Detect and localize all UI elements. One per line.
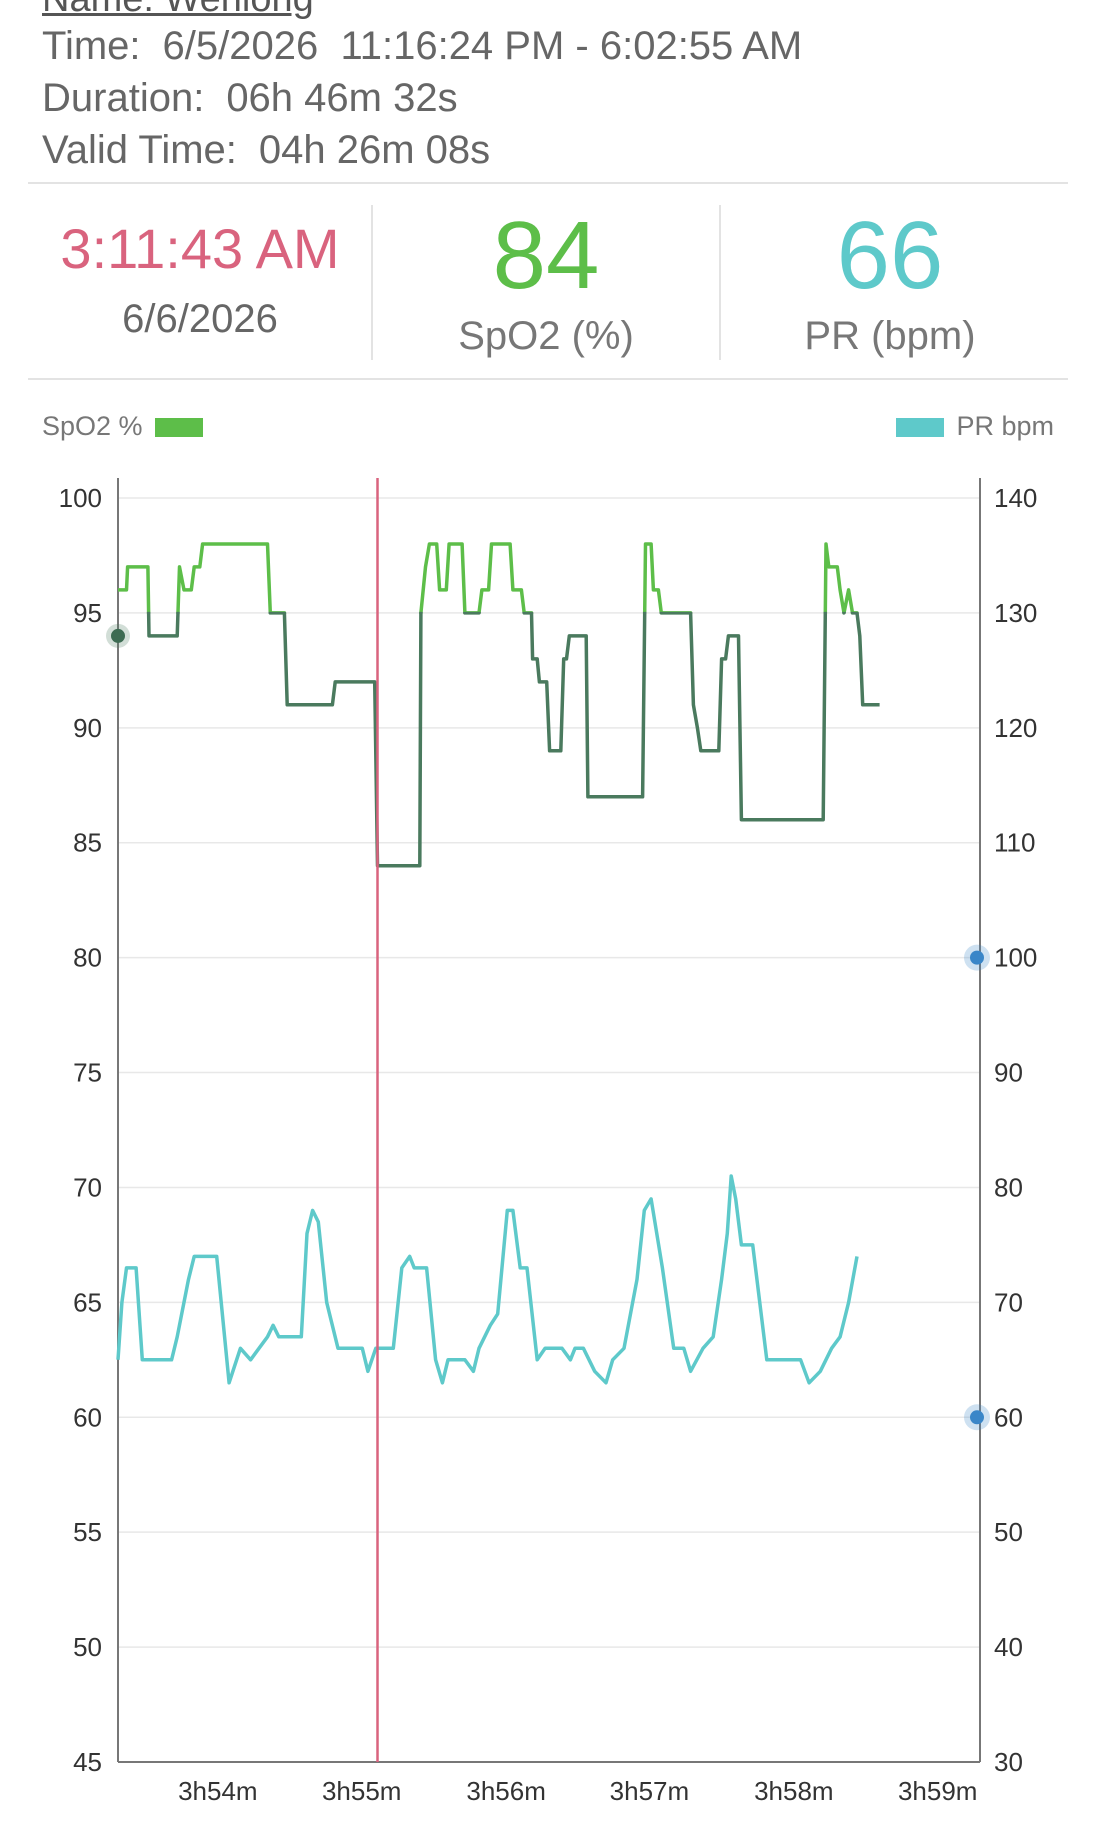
legend-spo2: SpO2 % bbox=[42, 411, 203, 442]
duration-value: 06h 46m 32s bbox=[226, 76, 458, 120]
pr-label: PR (bpm) bbox=[804, 314, 976, 358]
right-tick-label: 130 bbox=[994, 598, 1037, 628]
spo2-series-line bbox=[118, 542, 859, 614]
time-value: 6/5/2026 11:16:24 PM - 6:02:55 AM bbox=[162, 24, 803, 68]
session-valid-time: Valid Time: 04h 26m 08s bbox=[42, 128, 490, 173]
right-tick-label: 90 bbox=[994, 1058, 1023, 1088]
right-tick-label: 80 bbox=[994, 1172, 1023, 1202]
duration-label: Duration: bbox=[42, 76, 205, 120]
right-tick-label: 100 bbox=[994, 943, 1037, 973]
pr-series-line bbox=[116, 1174, 859, 1385]
legend-pr: PR bpm bbox=[896, 411, 1054, 442]
left-tick-label: 70 bbox=[73, 1172, 102, 1202]
spo2-start-marker bbox=[111, 628, 125, 643]
legend-spo2-label: SpO2 % bbox=[42, 411, 143, 441]
spo2-pr-chart[interactable]: 100 95 90 85 80 75 70 65 60 55 50 45 140 130 120 110 10… bbox=[0, 460, 1096, 1823]
chart-grid bbox=[118, 497, 980, 1763]
left-tick-label: 100 bbox=[59, 483, 102, 513]
legend-pr-label: PR bpm bbox=[956, 411, 1054, 441]
spo2-value: 84 bbox=[492, 202, 600, 309]
header-divider bbox=[28, 182, 1068, 184]
chart-markers bbox=[106, 623, 990, 1431]
right-tick-label: 60 bbox=[994, 1402, 1023, 1432]
x-tick-label: 3h55m bbox=[322, 1776, 402, 1806]
x-tick-label: 3h54m bbox=[178, 1776, 258, 1806]
readout-divider-1 bbox=[371, 205, 373, 360]
pr-threshold-marker bbox=[970, 950, 984, 965]
left-tick-label: 55 bbox=[73, 1517, 102, 1547]
pr-value: 66 bbox=[836, 202, 944, 309]
right-axis-ticks: 140 130 120 110 100 90 80 70 60 50 40 30 bbox=[994, 483, 1037, 1777]
session-duration: Duration: 06h 46m 32s bbox=[42, 76, 458, 121]
spo2-label: SpO2 (%) bbox=[458, 314, 634, 358]
left-tick-label: 60 bbox=[73, 1402, 102, 1432]
left-tick-label: 85 bbox=[73, 828, 102, 858]
patient-name: Name: Wenlong bbox=[42, 0, 314, 21]
time-label: Time: bbox=[42, 24, 141, 68]
pr-threshold-marker bbox=[970, 1410, 984, 1425]
right-tick-label: 50 bbox=[994, 1517, 1023, 1547]
valid-time-label: Valid Time: bbox=[42, 128, 237, 172]
left-tick-label: 65 bbox=[73, 1287, 102, 1317]
valid-time-value: 04h 26m 08s bbox=[258, 128, 491, 172]
cursor-date: 6/6/2026 bbox=[122, 297, 278, 341]
x-axis-ticks: 3h54m 3h55m 3h56m 3h57m 3h58m 3h59m bbox=[178, 1776, 977, 1806]
x-tick-label: 3h59m bbox=[898, 1776, 978, 1806]
right-tick-label: 40 bbox=[994, 1632, 1023, 1662]
left-tick-label: 80 bbox=[73, 943, 102, 973]
spo2-series-line-low bbox=[146, 611, 880, 868]
left-tick-label: 50 bbox=[73, 1632, 102, 1662]
readout-divider bbox=[28, 378, 1068, 380]
cursor-time: 3:11:43 AM bbox=[60, 217, 340, 280]
left-axis-ticks: 100 95 90 85 80 75 70 65 60 55 50 45 bbox=[59, 483, 102, 1777]
right-tick-label: 70 bbox=[994, 1287, 1023, 1317]
left-tick-label: 75 bbox=[73, 1058, 102, 1088]
legend-spo2-swatch bbox=[154, 418, 203, 438]
left-tick-label: 90 bbox=[73, 713, 102, 743]
right-tick-label: 120 bbox=[994, 713, 1037, 743]
session-time: Time: 6/5/2026 11:16:24 PM - 6:02:55 AM bbox=[42, 24, 802, 69]
right-tick-label: 110 bbox=[994, 828, 1035, 858]
right-tick-label: 140 bbox=[994, 483, 1037, 513]
x-tick-label: 3h58m bbox=[754, 1776, 834, 1806]
series-layer bbox=[116, 542, 880, 1385]
x-tick-label: 3h56m bbox=[466, 1776, 546, 1806]
left-tick-label: 95 bbox=[73, 598, 102, 628]
chart-axes bbox=[117, 478, 981, 1763]
right-tick-label: 30 bbox=[994, 1747, 1023, 1777]
legend-pr-swatch bbox=[896, 418, 945, 438]
left-tick-label: 45 bbox=[73, 1747, 102, 1777]
x-tick-label: 3h57m bbox=[610, 1776, 690, 1806]
readout-divider-2 bbox=[719, 205, 721, 360]
